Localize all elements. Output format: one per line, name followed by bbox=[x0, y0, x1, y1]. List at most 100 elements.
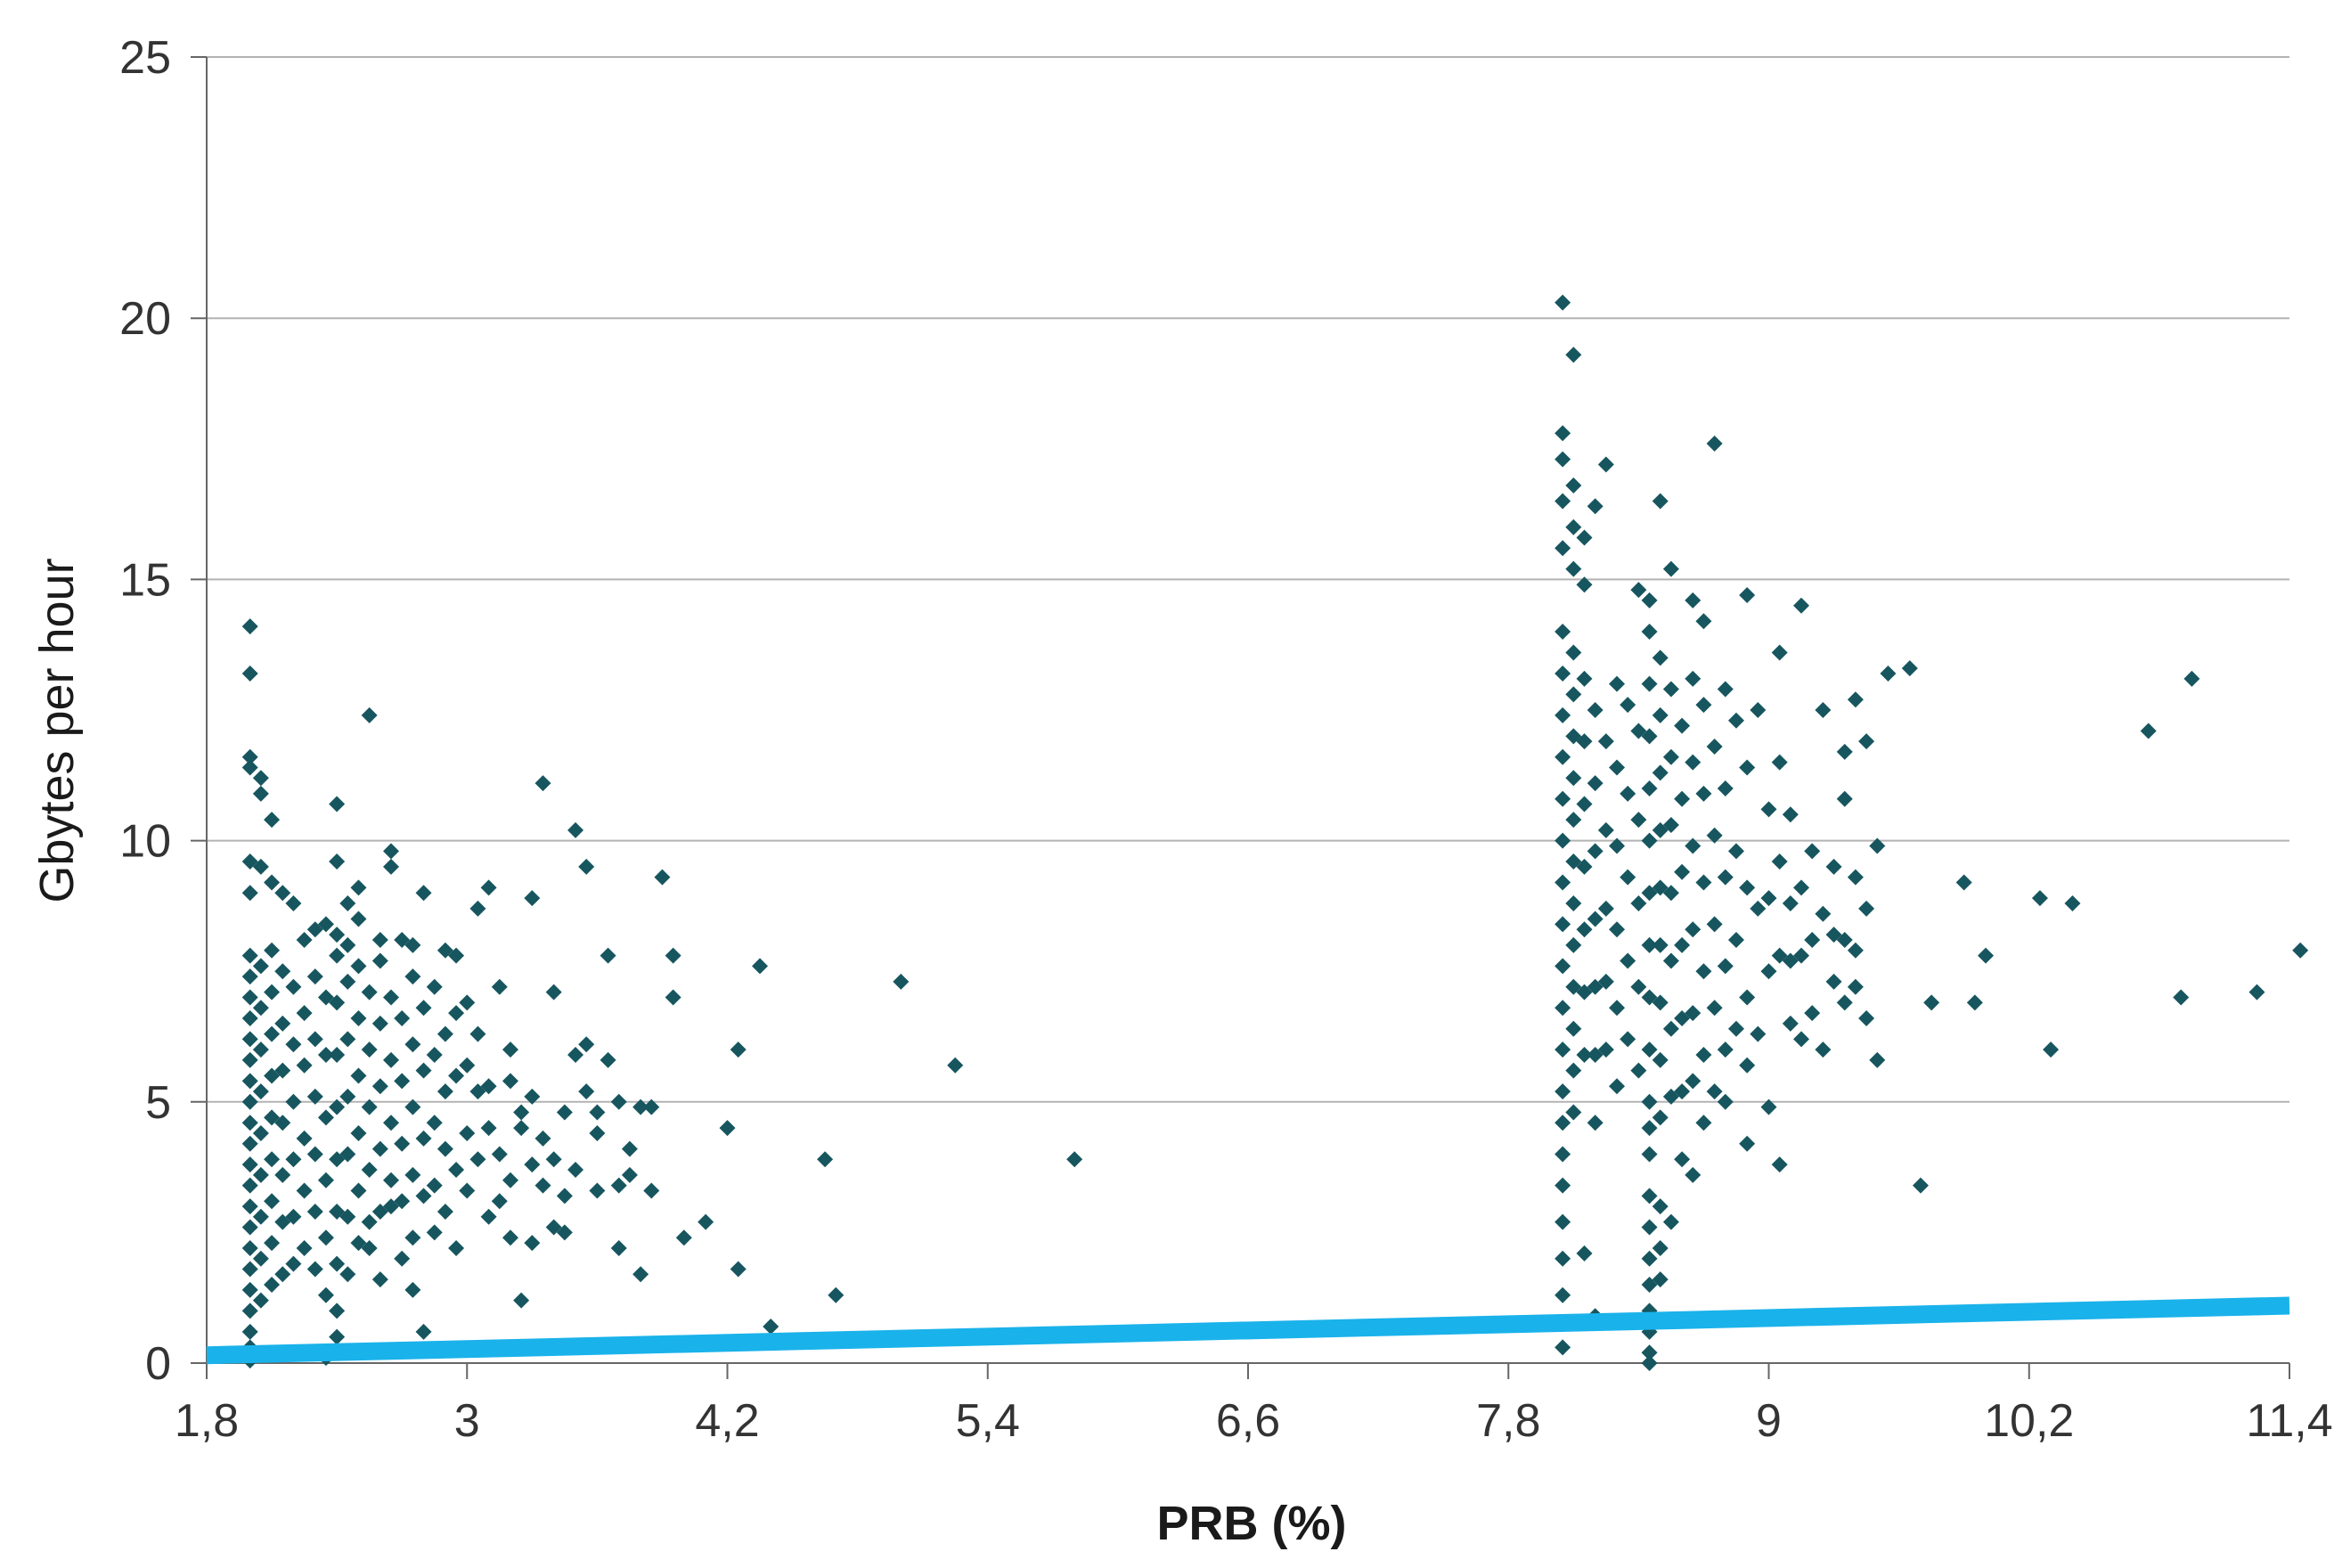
data-point bbox=[1662, 1020, 1679, 1037]
data-point bbox=[545, 1151, 562, 1168]
data-point bbox=[643, 1098, 660, 1115]
data-point bbox=[339, 936, 356, 953]
data-point bbox=[1815, 702, 1832, 718]
x-tick-label: 5,4 bbox=[956, 1395, 1020, 1447]
data-point bbox=[2183, 670, 2200, 687]
data-point bbox=[241, 1198, 258, 1215]
data-point bbox=[1782, 952, 1799, 969]
data-point bbox=[296, 1130, 313, 1147]
data-point bbox=[1555, 1000, 1571, 1017]
data-point bbox=[1685, 1073, 1702, 1090]
data-point bbox=[524, 1235, 541, 1252]
data-point bbox=[1674, 1151, 1691, 1168]
data-point bbox=[1565, 728, 1582, 745]
data-point bbox=[1609, 921, 1626, 938]
data-point bbox=[1587, 702, 1604, 718]
data-point bbox=[1597, 456, 1614, 473]
data-point bbox=[1630, 894, 1647, 911]
data-point bbox=[1587, 911, 1604, 927]
data-point bbox=[1685, 1166, 1702, 1183]
data-point bbox=[469, 1083, 486, 1100]
data-point bbox=[1695, 785, 1712, 802]
x-axis-title: PRB (%) bbox=[1157, 1497, 1347, 1550]
data-point bbox=[1620, 952, 1636, 969]
data-point bbox=[1793, 947, 1810, 964]
data-point bbox=[610, 1093, 627, 1110]
data-point bbox=[306, 1031, 323, 1048]
data-point bbox=[426, 1047, 443, 1064]
data-point bbox=[329, 947, 346, 964]
data-point bbox=[567, 1047, 584, 1064]
tick-labels: 0 5 10 15 20 25 1,8 3 4,2 5,4 6,6 7,8 9 10,2 11,4 bbox=[119, 32, 2333, 1447]
data-point bbox=[459, 994, 476, 1011]
data-point bbox=[361, 706, 378, 723]
data-point bbox=[350, 1067, 367, 1084]
data-point bbox=[1565, 770, 1582, 787]
data-point bbox=[448, 1005, 465, 1022]
data-point bbox=[1641, 1355, 1658, 1371]
data-point bbox=[589, 1104, 606, 1121]
data-point bbox=[1825, 858, 1842, 875]
data-point bbox=[264, 874, 281, 891]
data-point bbox=[947, 1057, 964, 1074]
data-point bbox=[654, 869, 671, 886]
data-point bbox=[1565, 686, 1582, 703]
data-point bbox=[1847, 869, 1864, 886]
data-point bbox=[317, 989, 334, 1006]
x-tick-label: 11,4 bbox=[2246, 1395, 2332, 1447]
data-point bbox=[1641, 592, 1658, 608]
data-point bbox=[513, 1104, 530, 1121]
y-axis-title: Gbytes per hour bbox=[30, 558, 84, 902]
data-point bbox=[350, 1124, 367, 1141]
data-point bbox=[535, 775, 551, 792]
data-point bbox=[1641, 936, 1658, 953]
data-point bbox=[285, 1036, 302, 1053]
data-point bbox=[1662, 681, 1679, 698]
data-point bbox=[2292, 942, 2309, 959]
data-point bbox=[1555, 706, 1571, 723]
data-point bbox=[241, 989, 258, 1006]
data-point bbox=[1630, 1062, 1647, 1079]
data-point bbox=[1727, 1020, 1744, 1037]
gridlines bbox=[207, 56, 2289, 1103]
data-point bbox=[1727, 712, 1744, 729]
data-point bbox=[1685, 754, 1702, 771]
data-point bbox=[448, 1162, 465, 1179]
data-point bbox=[241, 1093, 258, 1110]
data-point bbox=[350, 1235, 367, 1252]
data-point bbox=[1565, 853, 1582, 870]
data-point bbox=[404, 936, 421, 953]
data-point bbox=[285, 978, 302, 995]
data-point bbox=[1609, 1078, 1626, 1095]
data-point bbox=[2031, 890, 2048, 907]
data-point bbox=[383, 1198, 400, 1215]
data-point bbox=[241, 618, 258, 635]
data-point bbox=[1695, 613, 1712, 630]
data-point bbox=[285, 1093, 302, 1110]
data-point bbox=[1869, 837, 1886, 854]
data-point bbox=[241, 1219, 258, 1236]
data-point bbox=[264, 1109, 281, 1126]
data-point bbox=[1717, 869, 1734, 886]
data-point bbox=[556, 1224, 573, 1241]
data-point bbox=[394, 932, 411, 949]
data-point bbox=[404, 968, 421, 985]
data-point bbox=[730, 1261, 747, 1278]
data-point bbox=[404, 1098, 421, 1115]
data-point bbox=[241, 1177, 258, 1194]
data-point bbox=[1641, 1277, 1658, 1294]
data-point bbox=[610, 1177, 627, 1194]
data-point bbox=[394, 1193, 411, 1210]
data-point bbox=[1804, 1005, 1821, 1022]
data-point bbox=[426, 1177, 443, 1194]
data-point bbox=[1901, 660, 1918, 677]
data-point bbox=[252, 1000, 269, 1017]
data-point bbox=[1652, 1109, 1669, 1126]
data-point bbox=[264, 1151, 281, 1168]
data-point bbox=[1597, 900, 1614, 917]
data-point bbox=[1555, 1115, 1571, 1131]
data-point bbox=[893, 973, 910, 990]
data-point bbox=[469, 900, 486, 917]
data-point bbox=[643, 1182, 660, 1199]
